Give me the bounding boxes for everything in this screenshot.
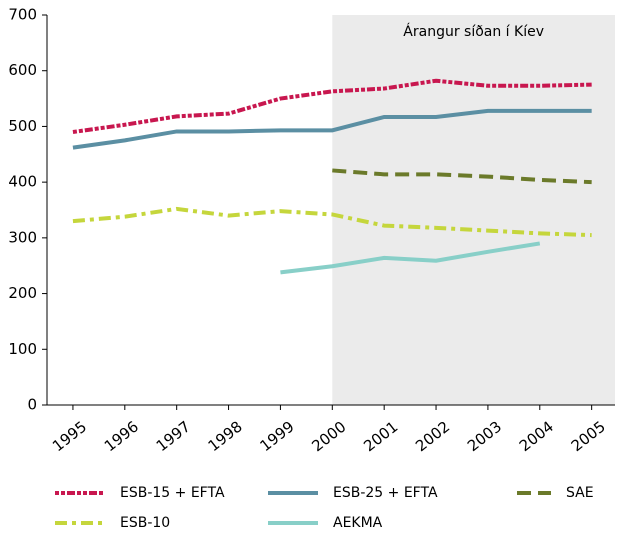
x-tick-label: 1998: [205, 418, 246, 456]
y-tick-label: 500: [8, 117, 37, 135]
legend-label: ESB-10: [120, 515, 170, 531]
x-tick-label: 2004: [516, 418, 557, 456]
x-tick-label: 2000: [308, 418, 349, 456]
series-line: [72, 78, 592, 134]
x-tick-label: 1996: [101, 418, 142, 456]
x-tick-label: 1999: [256, 418, 297, 456]
y-tick-label: 0: [27, 396, 37, 414]
series-line: [332, 168, 592, 185]
y-tick-label: 400: [8, 173, 37, 191]
x-tick-label: 2002: [412, 418, 453, 456]
legend-label: AEKMA: [333, 515, 383, 531]
legend-label: ESB-15 + EFTA: [120, 485, 225, 501]
x-tick-label: 1995: [49, 418, 90, 456]
y-tick-label: 100: [8, 340, 37, 358]
series-line: [72, 108, 592, 150]
y-tick-label: 700: [8, 6, 37, 24]
legend-label: ESB-25 + EFTA: [333, 485, 438, 501]
legend-label: SAE: [566, 485, 594, 501]
x-tick-label: 2005: [568, 418, 609, 456]
x-tick-label: 1997: [153, 418, 194, 456]
y-tick-label: 200: [8, 284, 37, 302]
series-line: [280, 241, 541, 275]
x-tick-label: 2003: [464, 418, 505, 456]
shaded-region: [332, 15, 615, 405]
annotation: Árangur síðan í Kíev: [403, 23, 544, 40]
x-tick-label: 2001: [360, 418, 401, 456]
series-line: [72, 206, 592, 238]
y-tick-label: 600: [8, 61, 37, 79]
y-tick-label: 300: [8, 228, 37, 246]
